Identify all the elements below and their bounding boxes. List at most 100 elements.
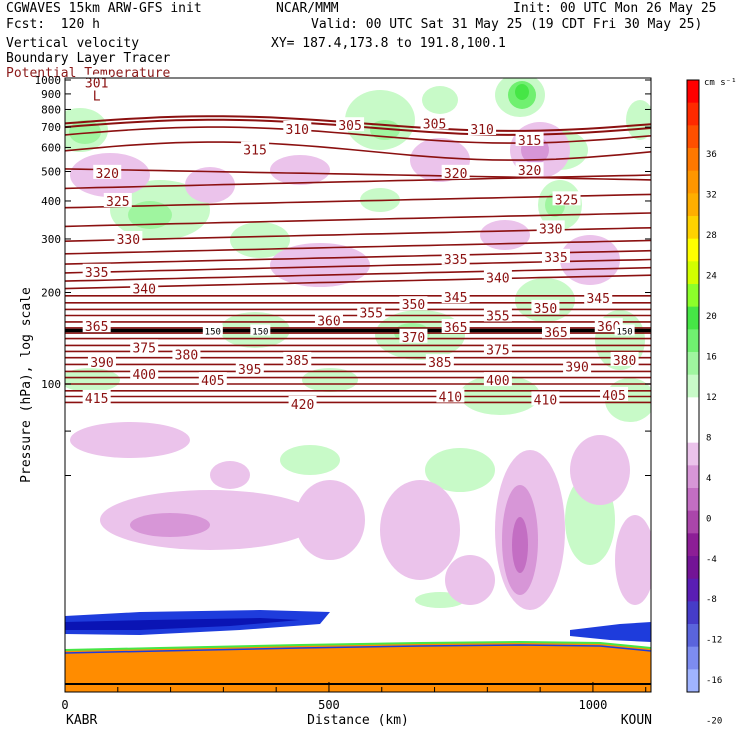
isentrope-label: 420 bbox=[291, 398, 314, 413]
isentrope-label-bg bbox=[515, 162, 544, 177]
colorbar-label: -16 bbox=[706, 676, 722, 686]
colorbar-swatch bbox=[687, 170, 699, 194]
plot-frame bbox=[64, 77, 652, 693]
isentrope-label: 390 bbox=[90, 356, 113, 371]
isentrope-label: 345 bbox=[586, 292, 609, 307]
isentrope-label: 350 bbox=[534, 302, 557, 317]
isentrope-label-bg bbox=[82, 318, 111, 333]
isentrope-label: 405 bbox=[201, 374, 224, 389]
isentrope-label: 310 bbox=[470, 123, 493, 138]
colorbar-swatch bbox=[687, 578, 699, 602]
isentrope-label-bg bbox=[441, 164, 470, 179]
isentrope-label: 335 bbox=[85, 266, 108, 281]
isentrope-label: 335 bbox=[544, 251, 567, 266]
isentrope-label: 380 bbox=[613, 354, 636, 369]
left-station-label: KABR bbox=[66, 713, 97, 728]
colorbar-label: 0 bbox=[706, 514, 711, 524]
colorbar-label: 24 bbox=[706, 271, 717, 281]
isentrope-label-bg bbox=[436, 388, 465, 403]
tracer-label-bg bbox=[250, 324, 271, 336]
isentrope-label: 355 bbox=[486, 310, 509, 325]
colorbar-swatch bbox=[687, 193, 699, 217]
colorbar-label: 12 bbox=[706, 393, 717, 403]
x-axis-label: Distance (km) bbox=[307, 713, 409, 728]
isentrope-label-bg bbox=[130, 280, 159, 295]
isentrope-label-bg bbox=[235, 361, 264, 376]
y-tick-label: 100 bbox=[41, 378, 61, 391]
colorbar-swatch bbox=[687, 306, 699, 330]
tracer-label-bg bbox=[614, 324, 635, 336]
isentrope-label: 315 bbox=[518, 134, 541, 149]
isentrope-line bbox=[65, 212, 651, 228]
isentrope-label-bg bbox=[114, 230, 143, 245]
isentrope-label: 415 bbox=[85, 392, 108, 407]
y-tick-label: 300 bbox=[41, 233, 61, 246]
isentrope-label: 410 bbox=[439, 390, 462, 405]
isentrope-label-bg bbox=[536, 220, 565, 235]
isentrope-line bbox=[65, 168, 651, 181]
colorbar-label: -4 bbox=[706, 555, 717, 565]
x-tick-label: 0 bbox=[61, 698, 68, 712]
tracer-label: 150 bbox=[616, 327, 632, 337]
isentrope-label: 375 bbox=[486, 343, 509, 358]
isentrope-label: 405 bbox=[602, 389, 625, 404]
colorbar-frame bbox=[686, 79, 700, 693]
isentrope-label-bg bbox=[483, 372, 512, 387]
isentrope-label-bg bbox=[531, 391, 560, 406]
isentrope-label-bg bbox=[103, 192, 132, 207]
colorbar-label: 28 bbox=[706, 231, 717, 241]
isentrope-label-bg bbox=[483, 269, 512, 284]
downdraft-regions bbox=[70, 122, 651, 610]
colorbar-label: 8 bbox=[706, 433, 711, 443]
isentrope-label: 400 bbox=[132, 368, 155, 383]
isentrope-label: 380 bbox=[175, 349, 198, 364]
organization: NCAR/MMM bbox=[276, 1, 339, 16]
isentrope-label-bg bbox=[563, 358, 592, 373]
isentrope-label-bg bbox=[541, 324, 570, 339]
colorbar-swatch bbox=[687, 125, 699, 149]
y-tick-label: 600 bbox=[41, 141, 61, 154]
colorbar-units: cm s⁻¹ bbox=[704, 78, 737, 88]
x-tick-label: 500 bbox=[318, 698, 340, 712]
isentrope-label-bg bbox=[283, 351, 312, 366]
colorbar-swatch bbox=[687, 284, 699, 308]
isentrope-label-bg bbox=[531, 299, 560, 314]
valid-time: Valid: 00 UTC Sat 31 May 25 (19 CDT Fri … bbox=[311, 17, 703, 32]
isentrope-label: 315 bbox=[243, 144, 266, 159]
isentrope-label-bg bbox=[483, 341, 512, 356]
isentrope-label: 310 bbox=[286, 123, 309, 138]
colorbar-label: -20 bbox=[706, 717, 722, 727]
isentrope-label: 340 bbox=[486, 272, 509, 287]
field-label-vertical-velocity: Vertical velocity bbox=[6, 36, 140, 51]
isentrope-label: 385 bbox=[286, 354, 309, 369]
isentrope-label: 325 bbox=[555, 193, 578, 208]
y-tick-label: 500 bbox=[41, 166, 61, 179]
isentrope-label: 305 bbox=[338, 119, 361, 134]
colorbar-swatch bbox=[687, 374, 699, 398]
colorbar-label: 16 bbox=[706, 352, 717, 362]
isentrope-label: 390 bbox=[565, 361, 588, 376]
y-tick-label: 800 bbox=[41, 103, 61, 116]
tracer-label: 150 bbox=[252, 327, 268, 337]
isentrope-label-bg bbox=[468, 120, 497, 135]
colorbar-swatch bbox=[687, 646, 699, 670]
colorbar-swatch bbox=[687, 601, 699, 625]
isentrope-label-bg bbox=[399, 296, 428, 311]
colorbar-swatch bbox=[687, 442, 699, 466]
colorbar-label: 32 bbox=[706, 190, 717, 200]
isentrope-label: 305 bbox=[423, 117, 446, 132]
isentrope-label-bg bbox=[241, 141, 270, 156]
isentrope-label-bg bbox=[441, 318, 470, 333]
isentrope-label: 365 bbox=[444, 321, 467, 336]
isentrope-label: 320 bbox=[95, 167, 118, 182]
shading-layer bbox=[65, 78, 651, 692]
isentrope-label-bg bbox=[172, 346, 201, 361]
isentrope-label: 330 bbox=[117, 233, 140, 248]
isentrope-label-bg bbox=[420, 115, 449, 130]
colorbar-label: 36 bbox=[706, 150, 717, 160]
isentrope-label: 370 bbox=[402, 331, 425, 346]
colorbar-label: 4 bbox=[706, 474, 711, 484]
isentrope-label-bg bbox=[441, 250, 470, 265]
